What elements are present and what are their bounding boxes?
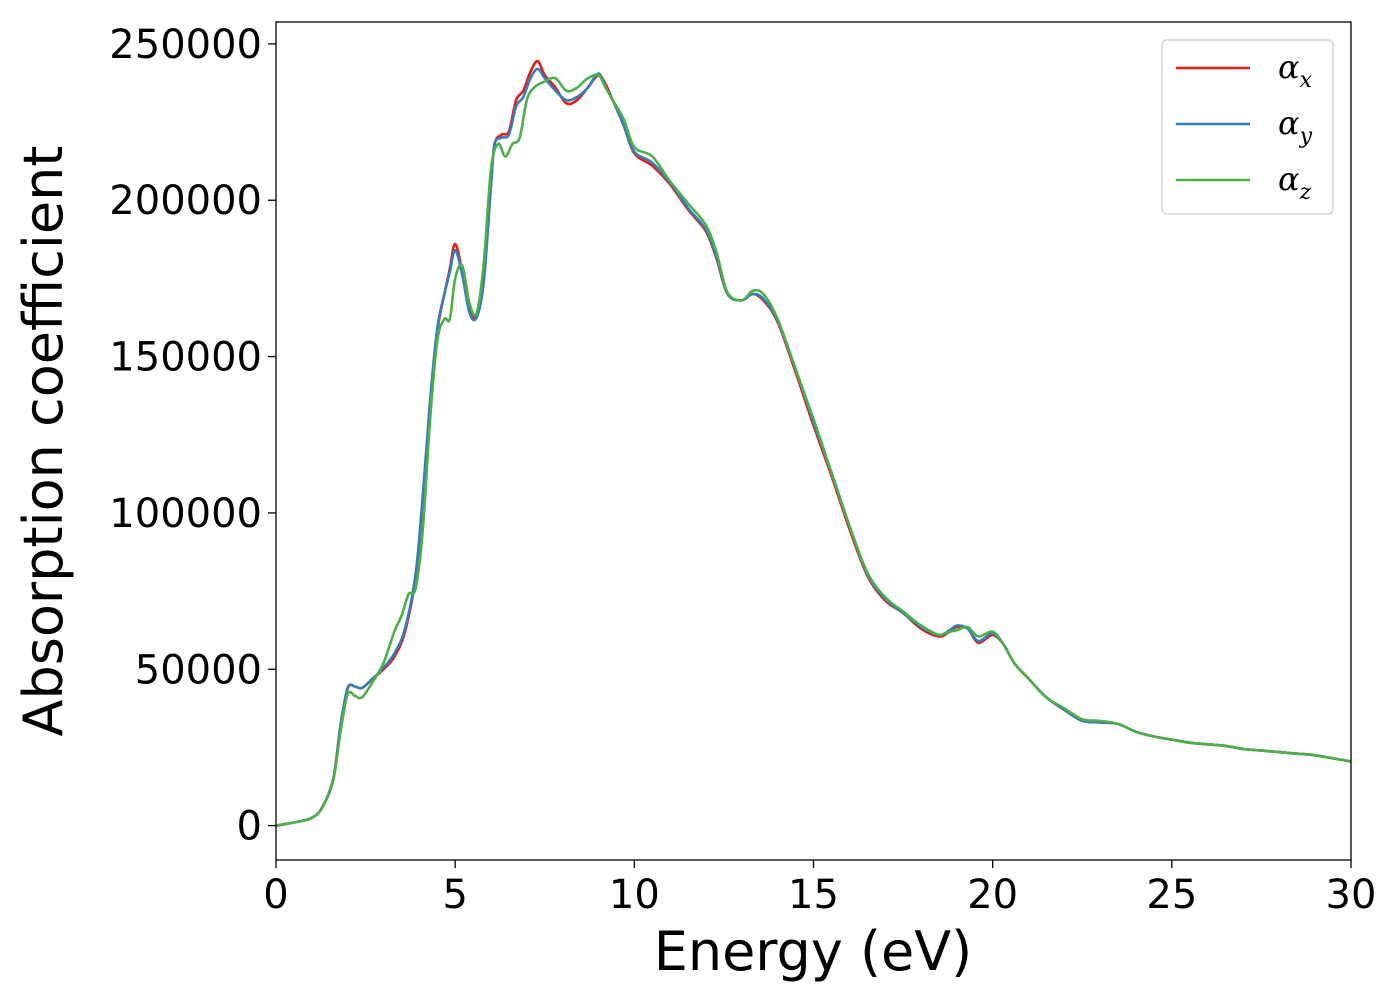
x-tick-label: 25 <box>1146 872 1197 918</box>
x-axis-label: Energy (eV) <box>654 920 973 983</box>
legend-label-z: αz <box>1278 160 1312 205</box>
legend-label-x: αx <box>1278 48 1313 93</box>
y-tick-label: 50000 <box>135 647 262 693</box>
y-tick-label: 200000 <box>109 178 262 224</box>
y-tick-label: 100000 <box>109 491 262 537</box>
y-axis-label: Absorption coefficient <box>12 146 75 737</box>
y-tick-label: 250000 <box>109 22 262 68</box>
plot-lines <box>275 59 1352 827</box>
x-tick-label: 20 <box>967 872 1018 918</box>
x-axis-ticks: 0 5 10 15 20 25 30 <box>263 860 1376 918</box>
y-tick-label: 150000 <box>109 335 262 381</box>
legend-label-subscript: z <box>1299 180 1312 205</box>
y-axis-ticks: 0 50000 100000 150000 200000 250000 <box>109 22 276 850</box>
y-tick-label: 0 <box>237 804 262 850</box>
x-tick-label: 30 <box>1326 872 1377 918</box>
legend-label-base: α <box>1278 160 1300 198</box>
legend-label-subscript: x <box>1300 68 1313 93</box>
legend-box <box>1161 39 1334 215</box>
legend-label-base: α <box>1278 104 1300 142</box>
legend-label-base: α <box>1278 48 1300 86</box>
x-tick-label: 0 <box>263 872 288 918</box>
x-tick-label: 10 <box>609 872 660 918</box>
legend-label-y: αy <box>1278 104 1313 149</box>
legend-label-subscript: y <box>1299 124 1313 149</box>
x-tick-label: 15 <box>788 872 839 918</box>
x-tick-label: 5 <box>442 872 467 918</box>
series-line-z <box>275 73 1352 827</box>
